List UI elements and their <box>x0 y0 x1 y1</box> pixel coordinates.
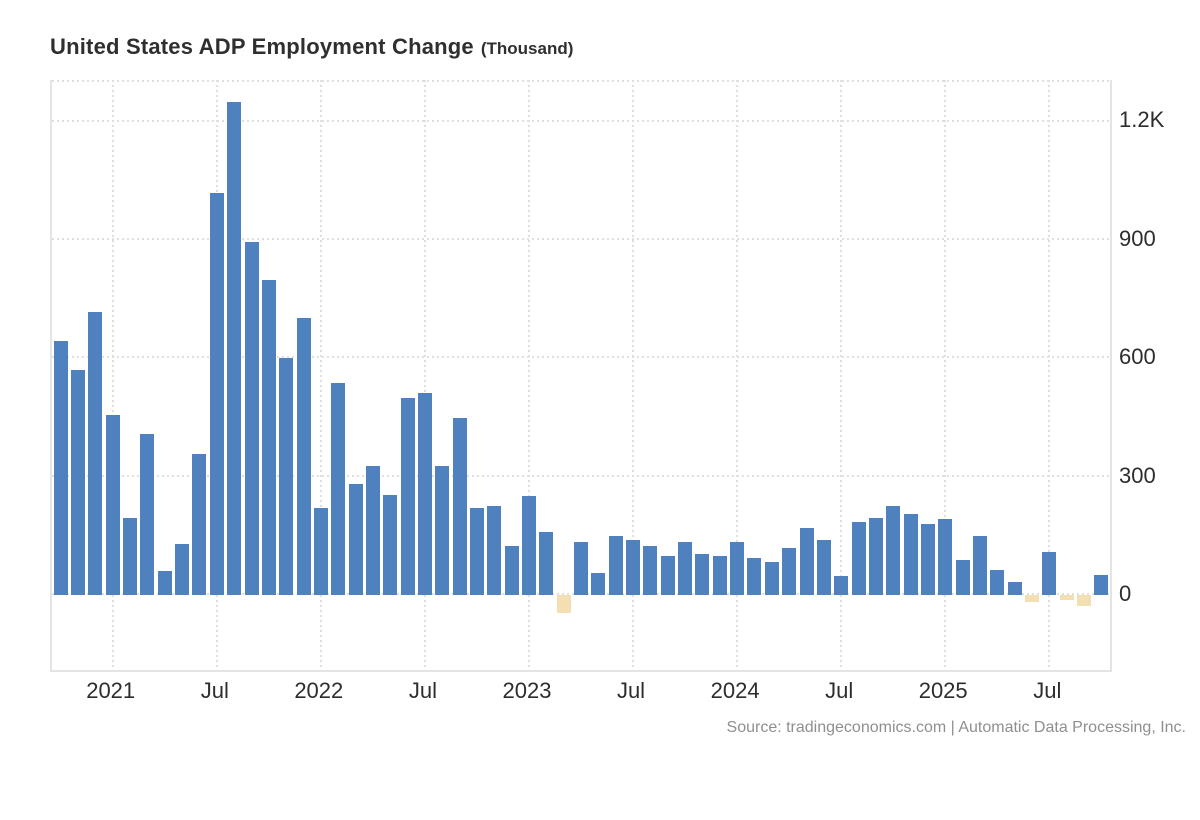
bar-oct-2024[interactable] <box>886 506 901 596</box>
x-gridline-jul <box>423 80 426 670</box>
bar-jan-2025[interactable] <box>938 519 953 596</box>
chart-header: United States ADP Employment Change (Thou… <box>50 34 573 60</box>
bar-jun-2023[interactable] <box>608 535 623 596</box>
y-axis-label-1.2K: 1.2K <box>1119 107 1165 133</box>
bar-may-2024[interactable] <box>799 527 814 596</box>
bar-mar-2022[interactable] <box>348 484 363 596</box>
bar-jul-2021[interactable] <box>209 193 224 596</box>
bar-may-2023[interactable] <box>591 572 606 596</box>
x-axis-label: Jul <box>616 678 646 703</box>
bar-sep-2024[interactable] <box>868 517 883 596</box>
bar-nov-2023[interactable] <box>695 553 710 596</box>
bar-nov-2021[interactable] <box>279 358 294 596</box>
source-text: Source: tradingeconomics.com | Automatic… <box>726 719 1186 736</box>
bar-dec-2022[interactable] <box>504 546 519 596</box>
bar-jun-2025[interactable] <box>1025 595 1039 602</box>
bar-aug-2022[interactable] <box>435 465 450 596</box>
x-gridline-jul <box>632 80 634 670</box>
y-axis-label-0: 0 <box>1119 581 1132 607</box>
bar-apr-2023[interactable] <box>574 542 588 596</box>
bar-dec-2024[interactable] <box>920 524 935 596</box>
x-axis-label: Jul <box>1033 678 1062 703</box>
bar-oct-2022[interactable] <box>469 507 484 596</box>
bar-apr-2021[interactable] <box>157 571 172 596</box>
plot-top-gridline <box>52 80 1110 82</box>
bar-jan-2023[interactable] <box>522 495 536 596</box>
bar-jan-2022[interactable] <box>313 508 328 596</box>
bar-dec-2020[interactable] <box>88 311 103 596</box>
bar-jun-2024[interactable] <box>816 540 831 596</box>
x-axis-label: 2023 <box>502 678 552 703</box>
bar-jul-2022[interactable] <box>417 393 432 596</box>
chart-title: United States ADP Employment Change <box>50 34 474 59</box>
bar-sep-2021[interactable] <box>244 241 259 596</box>
x-gridline-2025 <box>944 80 947 670</box>
y-gridline-1.2K <box>52 119 1110 122</box>
bar-feb-2023[interactable] <box>539 532 554 596</box>
x-axis-label: Jul <box>408 678 437 703</box>
bar-dec-2023[interactable] <box>712 555 727 596</box>
x-axis-label: 2024 <box>710 678 760 703</box>
bar-mar-2025[interactable] <box>972 535 987 596</box>
bar-aug-2023[interactable] <box>643 546 658 596</box>
x-gridline-jul <box>840 80 843 670</box>
bar-jul-2025[interactable] <box>1042 551 1057 596</box>
bar-may-2022[interactable] <box>383 495 398 596</box>
bar-sep-2023[interactable] <box>660 555 675 596</box>
x-gridline-2022 <box>319 80 322 670</box>
chart-subtitle: (Thousand) <box>480 39 574 58</box>
bar-feb-2024[interactable] <box>747 557 762 596</box>
plot-area <box>50 80 1112 672</box>
y-axis-label-900: 900 <box>1119 225 1156 251</box>
y-gridline-600 <box>52 356 1110 359</box>
x-axis-label: 2025 <box>918 678 968 703</box>
bar-dec-2021[interactable] <box>296 318 311 596</box>
bar-sep-2022[interactable] <box>452 417 467 596</box>
bar-mar-2021[interactable] <box>140 433 155 596</box>
bar-apr-2025[interactable] <box>990 569 1005 596</box>
x-gridline-jul <box>1048 80 1051 670</box>
bar-mar-2024[interactable] <box>764 562 779 596</box>
bar-aug-2021[interactable] <box>227 101 242 596</box>
x-gridline-2024 <box>736 80 739 670</box>
x-axis-label: 2022 <box>294 678 344 703</box>
x-axis-label: Jul <box>825 678 854 703</box>
bar-feb-2025[interactable] <box>955 559 970 596</box>
x-axis-label: Jul <box>200 678 229 703</box>
bar-jun-2021[interactable] <box>192 454 207 596</box>
y-gridline-900 <box>52 238 1110 240</box>
bar-jan-2024[interactable] <box>730 542 745 596</box>
bar-aug-2024[interactable] <box>851 522 866 596</box>
y-axis-label-300: 300 <box>1119 462 1156 488</box>
x-gridline-2021 <box>111 80 114 670</box>
bar-sep-2025[interactable] <box>1077 595 1091 607</box>
x-axis-label: 2021 <box>86 678 136 703</box>
bar-nov-2022[interactable] <box>487 505 502 596</box>
bar-apr-2022[interactable] <box>365 465 380 596</box>
bar-oct-2020[interactable] <box>53 340 68 596</box>
bar-oct-2023[interactable] <box>678 541 693 596</box>
y-gridline-300 <box>52 474 1110 477</box>
bar-oct-2021[interactable] <box>261 279 276 596</box>
y-axis-label-600: 600 <box>1119 344 1156 370</box>
bar-oct-2025[interactable] <box>1094 575 1109 596</box>
bar-feb-2021[interactable] <box>123 518 137 596</box>
bar-may-2021[interactable] <box>175 543 190 596</box>
bar-may-2025[interactable] <box>1007 582 1022 596</box>
bar-nov-2024[interactable] <box>903 514 918 596</box>
bar-nov-2020[interactable] <box>71 369 85 596</box>
bar-mar-2023[interactable] <box>556 595 571 614</box>
bar-feb-2022[interactable] <box>331 383 346 596</box>
bar-jul-2023[interactable] <box>626 540 640 596</box>
x-gridline-2023 <box>528 80 530 670</box>
bar-apr-2024[interactable] <box>782 548 797 596</box>
bar-jul-2024[interactable] <box>834 576 849 596</box>
bar-jan-2021[interactable] <box>105 415 120 596</box>
bar-aug-2025[interactable] <box>1059 595 1074 601</box>
bar-jun-2022[interactable] <box>400 398 415 596</box>
